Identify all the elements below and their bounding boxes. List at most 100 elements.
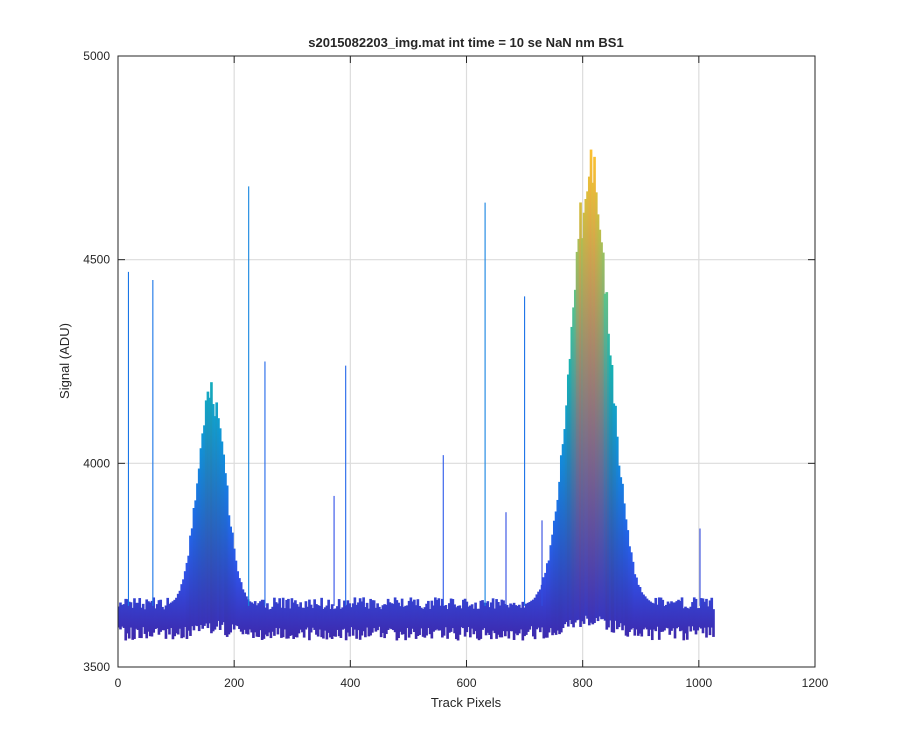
signal-column (444, 605, 448, 628)
signal-column (507, 607, 511, 639)
signal-column (278, 598, 281, 629)
signal-column (594, 192, 598, 618)
signal-column (344, 604, 348, 641)
signal-column (591, 182, 595, 625)
signal-column (692, 597, 696, 631)
signal-column (264, 607, 267, 635)
signal-column (346, 600, 350, 633)
signal-column (668, 603, 672, 635)
signal-column (358, 598, 362, 640)
signal-column (259, 601, 262, 631)
signal-column (276, 603, 280, 635)
signal-column (566, 374, 570, 627)
signal-column (239, 582, 243, 632)
signal-column (687, 608, 691, 627)
signal-column (434, 597, 437, 631)
chart-title: s2015082203_img.mat int time = 10 se NaN… (308, 35, 623, 50)
signal-column (318, 605, 322, 630)
signal-column (133, 598, 136, 639)
signal-column (260, 599, 264, 640)
signal-column (509, 603, 512, 632)
signal-column (696, 608, 700, 631)
signal-column (624, 519, 628, 636)
signal-column (441, 598, 444, 638)
signal-column (610, 364, 614, 633)
signal-column (217, 418, 220, 621)
signal-column (118, 606, 121, 628)
signal-column (376, 603, 379, 631)
signal-column (316, 605, 320, 637)
signal-column (418, 605, 421, 635)
signal-column (397, 602, 400, 639)
signal-column (288, 608, 292, 636)
signal-column (295, 604, 299, 638)
signal-column (432, 605, 435, 632)
signal-column (271, 606, 274, 632)
signal-column (612, 403, 616, 633)
signal-column (257, 603, 260, 638)
signal-column (176, 593, 180, 635)
signal-column (706, 606, 710, 628)
signal-column (516, 605, 519, 636)
signal-column (141, 603, 145, 628)
signal-column (458, 605, 462, 635)
signal-column (469, 605, 472, 638)
signal-column (374, 607, 378, 632)
signal-column (572, 307, 575, 628)
signal-column (386, 598, 390, 630)
signal-column (521, 601, 525, 641)
signal-column (287, 598, 290, 639)
signal-column (491, 598, 495, 631)
signal-column (607, 333, 610, 628)
signal-column (650, 602, 654, 641)
signal-column (558, 481, 561, 635)
signal-column (388, 602, 392, 629)
signal-column (479, 600, 483, 639)
signal-column (180, 584, 184, 639)
signal-column (148, 602, 152, 637)
signal-column (453, 604, 456, 634)
signal-column (402, 606, 406, 635)
signal-column (255, 605, 259, 637)
signal-column (470, 604, 474, 629)
signal-column (243, 592, 247, 630)
x-tick-label: 0 (115, 676, 122, 690)
signal-column (320, 597, 323, 638)
signal-column (383, 604, 386, 639)
signal-column (474, 602, 477, 632)
signal-column (425, 603, 428, 636)
signal-column (533, 597, 537, 640)
signal-column (308, 599, 311, 641)
signal-column (175, 597, 178, 634)
signal-column (547, 560, 551, 633)
signal-column (329, 608, 332, 638)
signal-column (514, 605, 518, 634)
signal-column (490, 602, 493, 640)
signal-column (343, 600, 346, 629)
signal-column (211, 404, 215, 632)
signal-column (281, 597, 285, 638)
signal-column (685, 607, 689, 640)
signal-column (407, 600, 411, 638)
signal-column (154, 608, 157, 629)
signal-column (348, 603, 351, 637)
signal-column (285, 599, 288, 639)
signal-column (168, 603, 171, 635)
signal-column (678, 600, 682, 632)
signal-column (197, 468, 201, 632)
signal-column (323, 607, 327, 631)
signal-column (136, 602, 140, 630)
signal-traces (118, 149, 715, 641)
signal-column (531, 599, 535, 637)
signal-column (642, 594, 645, 630)
signal-column (330, 604, 334, 640)
signal-column (617, 465, 621, 628)
signal-column (322, 608, 325, 639)
signal-column (229, 526, 233, 633)
signal-column (248, 601, 252, 630)
signal-column (134, 602, 138, 629)
signal-column (519, 607, 523, 630)
signal-column (150, 600, 154, 637)
signal-column (227, 515, 231, 635)
signal-column (306, 606, 309, 628)
